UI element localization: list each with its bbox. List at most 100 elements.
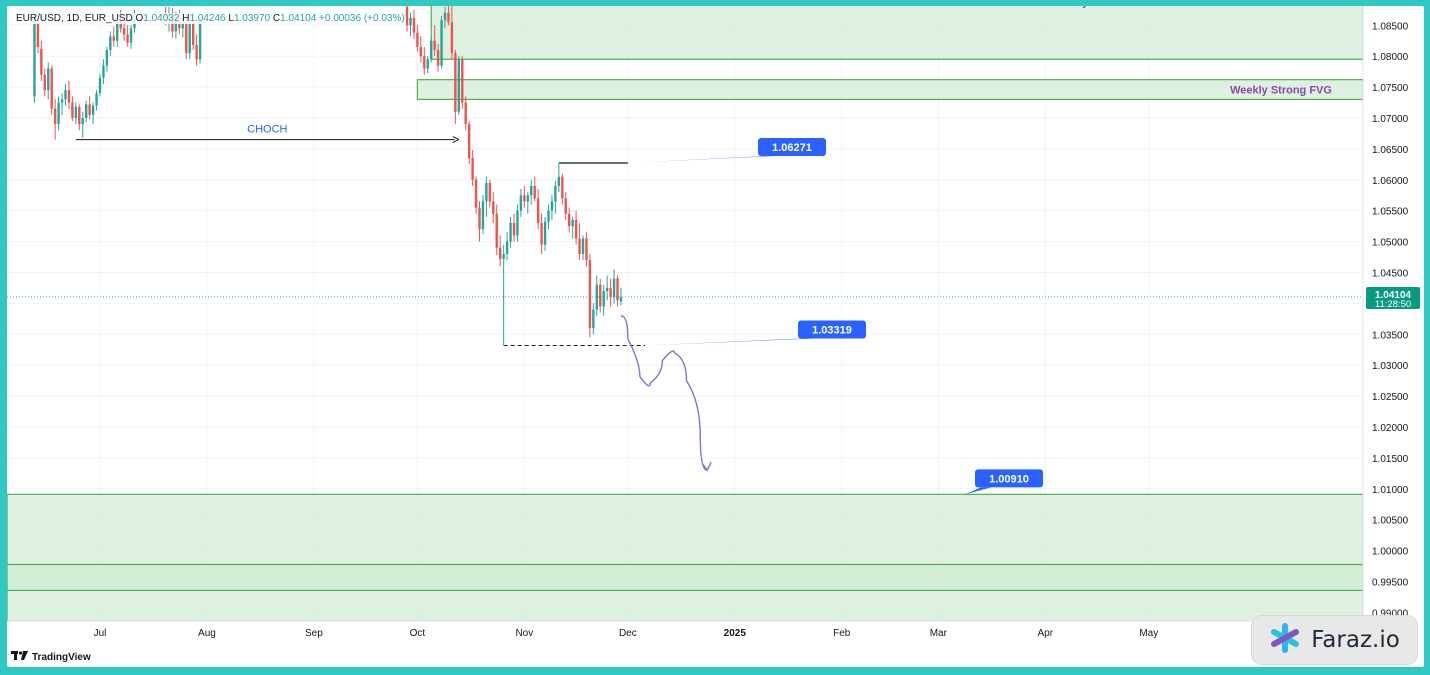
candle: [67, 80, 71, 109]
level-callout: 1.06271: [627, 138, 826, 164]
candle: [416, 25, 419, 52]
candle: [561, 173, 564, 205]
candle: [526, 192, 529, 214]
candle-body: [119, 22, 122, 29]
candle: [530, 179, 533, 205]
candle: [536, 189, 540, 230]
price-tick-label: 1.06000: [1372, 176, 1409, 187]
candle: [485, 176, 488, 217]
candle-body: [36, 22, 40, 47]
zone-demand-zone-outer: [7, 493, 1363, 621]
candle-body: [91, 105, 95, 115]
time-tick-label: Oct: [410, 628, 426, 639]
candlestick-chart[interactable]: Weekly Order BLOCKWeekly Strong FVGCHOCH…: [7, 6, 1424, 667]
candle: [550, 195, 554, 220]
candle-body: [419, 46, 423, 57]
candle: [499, 235, 502, 267]
candle: [33, 12, 36, 103]
candle-body: [71, 102, 74, 118]
candle-body: [430, 40, 433, 60]
tradingview-watermark[interactable]: TradingView: [11, 651, 91, 663]
faraz-badge[interactable]: Faraz.io: [1252, 616, 1417, 664]
candle-body: [616, 278, 619, 301]
candle-body: [33, 19, 36, 97]
candle-body: [478, 207, 481, 230]
candle: [95, 90, 98, 111]
candle-body: [595, 284, 598, 310]
candle: [519, 189, 523, 217]
faraz-brand: Faraz.io: [1311, 627, 1400, 653]
candle: [443, 6, 447, 29]
price-tick-label: 1.01500: [1372, 454, 1409, 465]
candle: [112, 26, 115, 47]
candle-body: [574, 219, 578, 239]
close-label: C: [272, 13, 281, 24]
price-tick-label: 1.06500: [1372, 145, 1409, 156]
candle-body: [581, 238, 585, 254]
candle-body: [191, 24, 195, 46]
candle: [574, 210, 578, 245]
candle-body: [485, 182, 488, 202]
candle-body: [412, 17, 416, 33]
price-tick-label: 1.02000: [1372, 423, 1409, 434]
candle: [91, 102, 95, 125]
candle: [588, 253, 592, 338]
price-tick-label: 1.00000: [1372, 547, 1409, 558]
tradingview-logo-icon: [11, 651, 28, 663]
candle-body: [57, 102, 60, 125]
callout-pointer: [627, 156, 774, 164]
candle: [433, 25, 436, 57]
candle: [88, 96, 91, 120]
candle-body: [585, 238, 588, 261]
candle: [474, 176, 478, 214]
candle-body: [530, 185, 533, 196]
ohlc-legend: EUR/USD, 1D, EUR_USD O1.04032 H1.04246 L…: [16, 13, 405, 24]
candle: [188, 17, 191, 60]
time-axis: Jul Aug Sep Oct Nov Dec 2025 Feb Mar Apr May: [7, 620, 1363, 639]
choch-label: CHOCH: [247, 124, 287, 136]
candle-body: [447, 12, 450, 23]
candle: [53, 99, 57, 140]
candle-body: [426, 59, 429, 69]
candle-body: [461, 59, 464, 103]
time-tick-label: 2025: [724, 628, 747, 639]
candle-body: [523, 195, 526, 202]
candle: [98, 73, 102, 97]
candle: [619, 287, 623, 306]
time-tick-label: Sep: [305, 628, 323, 639]
time-tick-label: Feb: [833, 628, 851, 639]
candle-body: [536, 198, 540, 224]
candle-body: [550, 201, 554, 211]
time-tick-label: Nov: [515, 628, 533, 639]
candle: [109, 31, 112, 57]
candle: [602, 284, 605, 316]
candle: [85, 100, 88, 123]
price-tick-label: 1.01000: [1372, 485, 1409, 496]
candle: [495, 204, 498, 256]
candle: [578, 223, 581, 261]
candle: [126, 25, 129, 47]
candle: [430, 37, 433, 63]
zone-demand-zone-inner: [7, 563, 1363, 592]
candle: [554, 181, 557, 214]
price-tick-label: 1.04500: [1372, 268, 1409, 279]
candle-body: [526, 195, 529, 202]
candle-body: [112, 36, 115, 41]
candle: [40, 40, 43, 81]
candle-body: [60, 99, 64, 103]
candle-body: [409, 17, 412, 26]
open-value: 1.04032: [143, 13, 180, 24]
candle: [581, 235, 585, 261]
candle-body: [95, 93, 98, 106]
candle-body: [602, 291, 605, 307]
price-axis: 1.08500 1.08000 1.07500 1.07000 1.06500 1.060…: [1362, 6, 1420, 621]
candle: [436, 43, 440, 72]
candle: [105, 46, 109, 72]
bar-countdown: 11:28:50: [1375, 299, 1411, 310]
candle-body: [568, 213, 571, 227]
candle-body: [554, 185, 557, 202]
candle: [461, 56, 464, 109]
candle-body: [505, 241, 509, 254]
candle: [43, 68, 46, 97]
candle: [195, 34, 198, 66]
